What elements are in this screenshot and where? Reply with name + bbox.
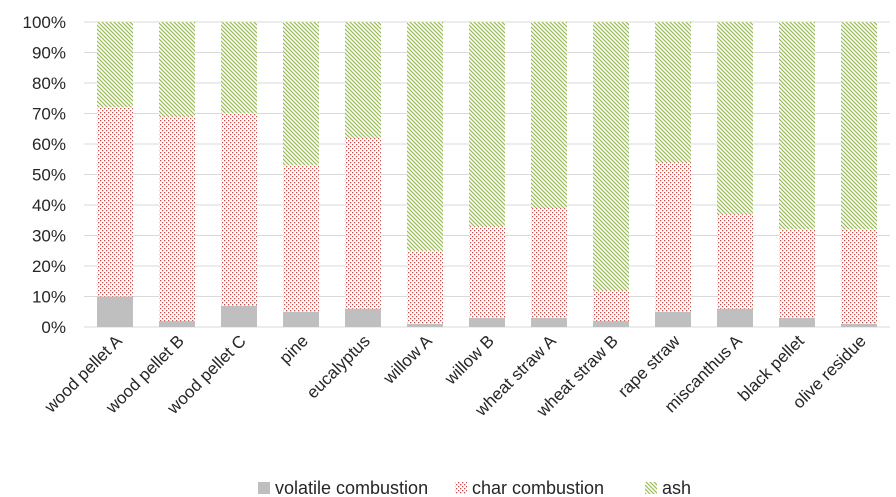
bar-char-combustion — [779, 229, 815, 318]
bar-ash — [283, 22, 319, 166]
bar-volatile-combustion — [407, 323, 443, 327]
bar-ash — [469, 22, 505, 227]
bar-ash — [221, 22, 257, 114]
bar-volatile-combustion — [841, 323, 877, 327]
y-tick-label: 80% — [32, 74, 66, 93]
y-tick-label: 10% — [32, 288, 66, 307]
bar-volatile-combustion — [469, 317, 505, 327]
bar-volatile-combustion — [159, 320, 195, 327]
bar-ash — [841, 22, 877, 230]
bar-volatile-combustion — [593, 320, 629, 327]
bar-char-combustion — [841, 229, 877, 324]
bar-char-combustion — [531, 208, 567, 318]
bar-ash — [593, 22, 629, 291]
bar-volatile-combustion — [97, 296, 133, 327]
bar-char-combustion — [97, 107, 133, 297]
bar-char-combustion — [407, 250, 443, 324]
bar-ash — [531, 22, 567, 209]
bar-volatile-combustion — [717, 308, 753, 327]
bar-ash — [97, 22, 133, 108]
bar-ash — [779, 22, 815, 230]
bar-ash — [159, 22, 195, 117]
bar-char-combustion — [345, 137, 381, 309]
legend-label: volatile combustion — [275, 478, 428, 497]
bar-ash — [407, 22, 443, 251]
x-category-label: pine — [276, 331, 312, 367]
bars — [97, 22, 877, 327]
legend-label: ash — [662, 478, 691, 497]
bar-char-combustion — [593, 290, 629, 321]
bar-char-combustion — [283, 165, 319, 312]
legend-swatch — [455, 482, 467, 494]
y-tick-label: 20% — [32, 257, 66, 276]
y-tick-label: 100% — [23, 13, 66, 32]
y-tick-label: 0% — [41, 318, 66, 337]
bar-char-combustion — [717, 214, 753, 309]
x-category-label: eucalyptus — [303, 331, 374, 402]
bar-ash — [345, 22, 381, 138]
bar-char-combustion — [159, 116, 195, 321]
bar-volatile-combustion — [345, 308, 381, 327]
bar-volatile-combustion — [283, 311, 319, 327]
y-tick-label: 50% — [32, 166, 66, 185]
y-tick-label: 60% — [32, 135, 66, 154]
legend-label: char combustion — [472, 478, 604, 497]
bar-char-combustion — [469, 226, 505, 318]
y-tick-label: 90% — [32, 44, 66, 63]
bar-ash — [655, 22, 691, 163]
legend-swatch — [258, 482, 270, 494]
legend: volatile combustion char combustion ash — [258, 478, 691, 497]
legend-swatch — [645, 482, 657, 494]
bar-volatile-combustion — [655, 311, 691, 327]
bar-volatile-combustion — [531, 317, 567, 327]
x-category-label: willow A — [379, 331, 436, 388]
bar-volatile-combustion — [779, 317, 815, 327]
bar-volatile-combustion — [221, 305, 257, 327]
x-category-label: willow B — [440, 331, 498, 389]
y-tick-label: 30% — [32, 227, 66, 246]
bar-char-combustion — [221, 113, 257, 306]
y-tick-label: 70% — [32, 105, 66, 124]
bar-ash — [717, 22, 753, 215]
bar-char-combustion — [655, 162, 691, 312]
y-axis: 0% 10% 20% 30% 40% 50% 60% 70% 80% 90% 100% — [23, 13, 66, 337]
y-tick-label: 40% — [32, 196, 66, 215]
